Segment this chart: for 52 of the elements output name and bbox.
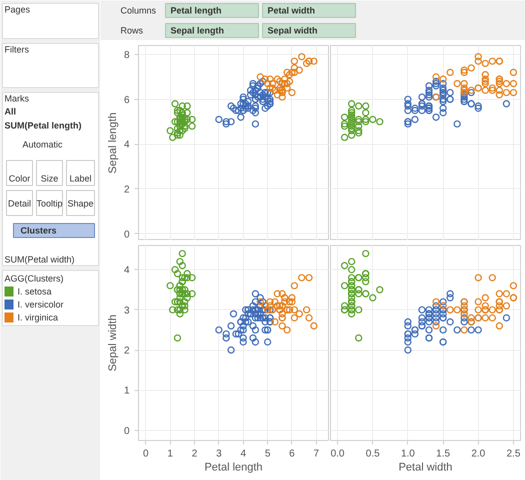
x-tick-label: 2.5 bbox=[506, 448, 521, 460]
text: Detail bbox=[8, 198, 32, 208]
text: Pages bbox=[4, 4, 31, 14]
legend-label: I. setosa bbox=[18, 286, 52, 296]
text: Size bbox=[40, 174, 58, 184]
text: Clusters bbox=[20, 226, 57, 236]
text: Filters bbox=[4, 44, 30, 54]
x-axis-title: Petal length bbox=[204, 462, 263, 474]
y-tick-label: 4 bbox=[124, 265, 130, 276]
x-tick-label: 2.0 bbox=[471, 448, 486, 460]
y-tick-label: 4 bbox=[124, 140, 130, 151]
text: Petal length bbox=[170, 6, 222, 16]
text: Label bbox=[69, 174, 92, 184]
text: Color bbox=[8, 174, 30, 184]
legend-label: I. virginica bbox=[18, 312, 58, 322]
x-tick-label: 0 bbox=[143, 448, 150, 460]
legend-label: I. versicolor bbox=[18, 300, 64, 310]
y-axis-title: Sepal length bbox=[106, 112, 119, 174]
x-tick-label: 2 bbox=[192, 448, 198, 460]
x-tick-label: 3 bbox=[216, 448, 222, 460]
text: Columns bbox=[120, 6, 157, 16]
x-tick-label: 7 bbox=[314, 448, 320, 460]
y-tick-label: 2 bbox=[124, 184, 130, 196]
y-tick-label: 8 bbox=[124, 50, 130, 61]
text: Marks bbox=[4, 94, 30, 104]
x-tick-label: 6 bbox=[289, 448, 296, 460]
text: Rows bbox=[120, 26, 144, 36]
y-tick-label: 0 bbox=[124, 426, 130, 437]
x-tick-label: 1 bbox=[167, 448, 174, 460]
y-tick-label: 0 bbox=[124, 229, 130, 240]
y-tick-label: 1 bbox=[124, 386, 130, 397]
text: Shape bbox=[67, 198, 94, 208]
x-axis-title: Petal width bbox=[398, 462, 452, 474]
text: SUM(Petal width) bbox=[4, 254, 75, 264]
text: Sepal width bbox=[268, 26, 318, 36]
x-tick-label: 4 bbox=[240, 448, 246, 460]
x-tick-label: 1.0 bbox=[400, 448, 416, 460]
text: Tooltip bbox=[36, 198, 63, 208]
y-tick-label: 6 bbox=[124, 94, 130, 106]
text: SUM(Petal length) bbox=[4, 120, 82, 130]
x-tick-label: 5 bbox=[264, 448, 271, 460]
legend-title: AGG(Clusters) bbox=[4, 274, 64, 284]
text: Petal width bbox=[268, 6, 316, 16]
text: Sepal length bbox=[170, 26, 224, 36]
x-tick-label: 0.0 bbox=[330, 448, 345, 460]
text: Automatic bbox=[22, 140, 64, 150]
x-tick-label: 1.5 bbox=[436, 448, 450, 460]
y-tick-label: 3 bbox=[124, 305, 130, 316]
y-axis-title: Sepal width bbox=[106, 314, 119, 372]
y-tick-label: 2 bbox=[124, 346, 130, 357]
text: All bbox=[4, 106, 16, 116]
x-tick-label: 0.5 bbox=[366, 448, 380, 460]
